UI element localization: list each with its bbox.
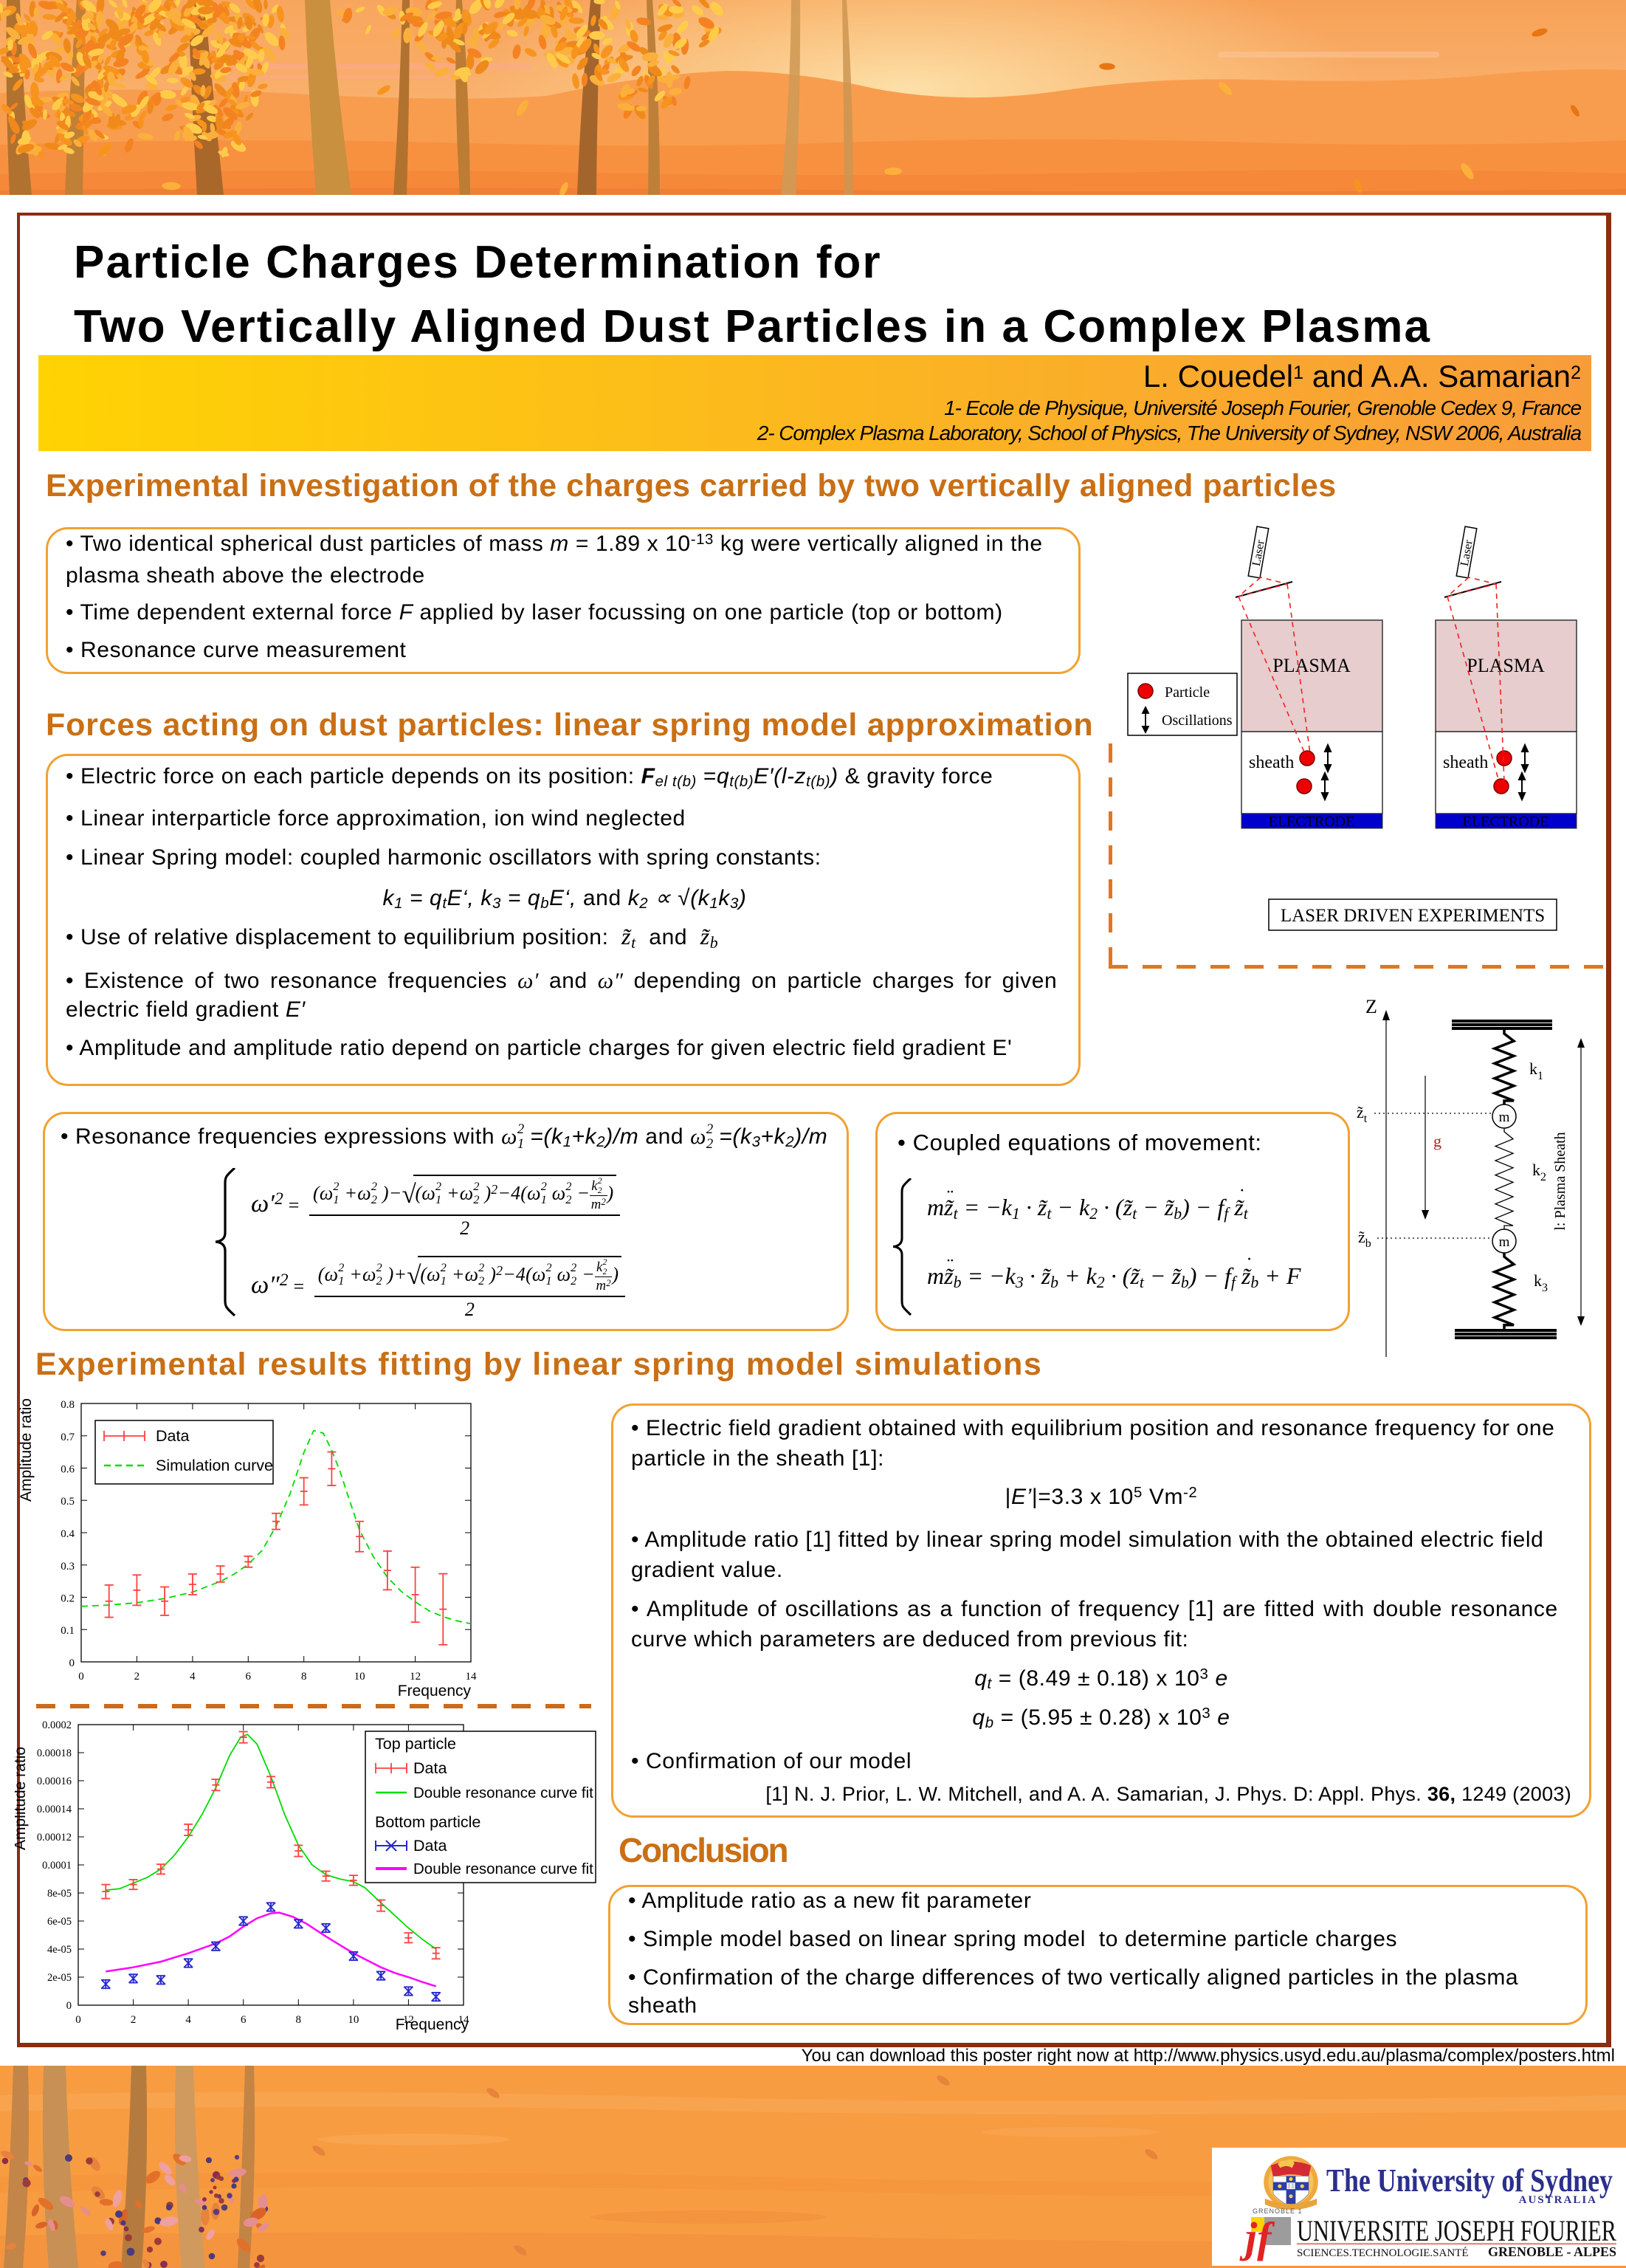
svg-text:4: 4 <box>185 2014 191 2026</box>
svg-text:4: 4 <box>190 1671 196 1683</box>
svg-text:k3: k3 <box>1534 1271 1548 1294</box>
svg-text:Double resonance curve fit: Double resonance curve fit <box>413 1784 593 1801</box>
svg-text:Particle: Particle <box>1165 684 1210 701</box>
svg-text:0.1: 0.1 <box>61 1625 75 1637</box>
svg-text:10: 10 <box>348 2014 359 2026</box>
svg-text:0.00016: 0.00016 <box>37 1776 72 1787</box>
svg-text:PLASMA: PLASMA <box>1272 655 1351 676</box>
svg-text:The University of Sydney: The University of Sydney <box>1326 2162 1613 2199</box>
svg-text:ELECTRODE: ELECTRODE <box>1269 814 1355 830</box>
svg-text:z̃b: z̃b <box>1358 1228 1371 1250</box>
svg-text:0.8: 0.8 <box>61 1399 75 1411</box>
svg-text:12: 12 <box>410 1671 421 1683</box>
svg-text:SCIENCES.TECHNOLOGIE.SANTÉ: SCIENCES.TECHNOLOGIE.SANTÉ <box>1297 2247 1469 2259</box>
svg-text:sheath: sheath <box>1443 753 1488 772</box>
svg-text:8: 8 <box>301 1671 307 1683</box>
svg-text:GRENOBLE - ALPES: GRENOBLE - ALPES <box>1488 2244 1616 2259</box>
svg-text:12: 12 <box>403 2014 414 2026</box>
svg-text:m: m <box>1499 1110 1510 1125</box>
svg-text:0: 0 <box>69 1657 75 1669</box>
svg-text:Amplitude ratio: Amplitude ratio <box>18 1398 35 1502</box>
svg-text:Amplitude ratio: Amplitude ratio <box>15 1747 29 1850</box>
svg-text:jf: jf <box>1239 2213 1275 2261</box>
svg-text:Bottom particle: Bottom particle <box>375 1813 480 1831</box>
svg-text:4e-05: 4e-05 <box>47 1944 72 1956</box>
svg-text:0: 0 <box>78 1671 84 1683</box>
svg-text:0.00012: 0.00012 <box>37 1832 72 1843</box>
svg-text:Top particle: Top particle <box>375 1735 456 1753</box>
svg-text:10: 10 <box>354 1671 365 1683</box>
svg-text:2e-05: 2e-05 <box>47 1972 72 1984</box>
svg-text:Z: Z <box>1365 997 1377 1017</box>
svg-text:Simulation curve: Simulation curve <box>156 1457 273 1474</box>
svg-text:PLASMA: PLASMA <box>1467 655 1545 676</box>
svg-text:0.0002: 0.0002 <box>42 1719 72 1731</box>
svg-text:Laser: Laser <box>1250 538 1267 567</box>
svg-text:0.7: 0.7 <box>61 1432 75 1443</box>
svg-text:2: 2 <box>134 1671 140 1683</box>
svg-text:0.0001: 0.0001 <box>42 1860 72 1872</box>
svg-text:0.00018: 0.00018 <box>37 1748 72 1759</box>
svg-text:14: 14 <box>466 1671 478 1683</box>
svg-text:2: 2 <box>131 2014 137 2026</box>
svg-text:0: 0 <box>66 2000 72 2012</box>
svg-text:UNIVERSITE JOSEPH FOURIER: UNIVERSITE JOSEPH FOURIER <box>1297 2214 1616 2247</box>
svg-text:k1: k1 <box>1529 1059 1543 1082</box>
svg-text:sheath: sheath <box>1249 753 1294 772</box>
svg-text:Data: Data <box>413 1759 447 1777</box>
svg-text:GRENOBLE 1: GRENOBLE 1 <box>1253 2207 1303 2215</box>
svg-text:6: 6 <box>241 2014 247 2026</box>
svg-text:Laser: Laser <box>1458 538 1475 567</box>
svg-text:6: 6 <box>246 1671 252 1683</box>
svg-text:ELECTRODE: ELECTRODE <box>1463 814 1549 830</box>
svg-text:z̃t: z̃t <box>1357 1103 1368 1125</box>
svg-text:0.2: 0.2 <box>61 1593 75 1605</box>
svg-text:AUSTRALIA: AUSTRALIA <box>1519 2194 1597 2206</box>
svg-text:0.6: 0.6 <box>61 1464 75 1476</box>
svg-text:8e-05: 8e-05 <box>47 1888 72 1900</box>
svg-text:0: 0 <box>75 2014 81 2026</box>
svg-text:Oscillations: Oscillations <box>1162 712 1233 729</box>
svg-text:0.4: 0.4 <box>61 1528 75 1540</box>
svg-text:m: m <box>1499 1234 1510 1250</box>
svg-text:k2: k2 <box>1532 1161 1546 1183</box>
svg-text:Frequency: Frequency <box>398 1683 472 1700</box>
svg-text:Frequency: Frequency <box>396 2016 469 2033</box>
svg-text:Double resonance curve fit: Double resonance curve fit <box>413 1860 593 1877</box>
svg-text:LASER DRIVEN EXPERIMENTS: LASER DRIVEN EXPERIMENTS <box>1281 906 1545 926</box>
svg-text:Data: Data <box>413 1837 447 1855</box>
svg-text:0.5: 0.5 <box>61 1496 75 1508</box>
svg-text:14: 14 <box>458 2014 470 2026</box>
svg-text:0.3: 0.3 <box>61 1561 75 1573</box>
svg-text:g: g <box>1433 1132 1441 1150</box>
svg-text:8: 8 <box>296 2014 302 2026</box>
svg-text:0.00014: 0.00014 <box>37 1804 72 1815</box>
svg-text:Data: Data <box>156 1427 189 1445</box>
svg-text:l: Plasma Sheath: l: Plasma Sheath <box>1552 1132 1568 1230</box>
svg-text:6e-05: 6e-05 <box>47 1916 72 1928</box>
